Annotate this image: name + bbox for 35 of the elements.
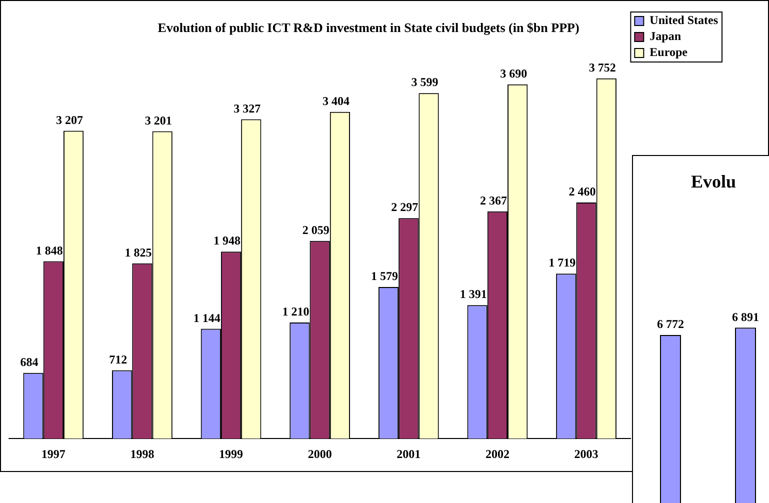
data-label: 1 825 [124,245,152,260]
data-label: 712 [109,352,128,366]
legend-label: United States [650,13,718,28]
data-label: 2 297 [391,200,418,214]
data-label: 3 201 [144,113,172,128]
x-tick-label: 2002 [485,446,510,461]
x-tick-label: 1999 [219,446,244,461]
x-tick-label: 2001 [396,446,421,461]
data-label: 3 207 [56,112,84,127]
x-tick-label: 1998 [130,446,154,461]
x-tick-label: 2000 [308,446,332,461]
data-label: 1 848 [36,243,63,258]
x-tick-label: 1997 [41,446,66,461]
data-label: 6 891 [732,310,759,324]
data-label: 1 391 [460,287,487,302]
data-label: 1 719 [548,256,576,270]
data-label: 6 772 [657,317,684,332]
data-label: 684 [20,355,38,370]
data-label: 1 210 [282,304,310,319]
chart-title: Evolu [691,172,736,192]
data-label: 3 404 [322,94,350,108]
chart-title: Evolution of public ICT R&D investment in State civil budgets (in $bn PPP) [158,20,580,36]
data-label: 2 367 [480,193,507,208]
data-label: 3 599 [411,75,438,90]
data-label: 1 144 [193,310,220,325]
data-label: 2 059 [302,223,330,238]
legend-label: Europe [650,45,688,60]
data-label: 1 948 [214,234,241,248]
data-label: 3 690 [500,66,528,80]
data-label: 2 460 [568,184,596,199]
data-label: 1 579 [371,269,398,284]
data-label: 3 752 [588,60,616,74]
x-tick-label: 2003 [574,446,598,461]
data-label: 3 327 [234,101,261,116]
legend-label: Japan [650,29,682,44]
